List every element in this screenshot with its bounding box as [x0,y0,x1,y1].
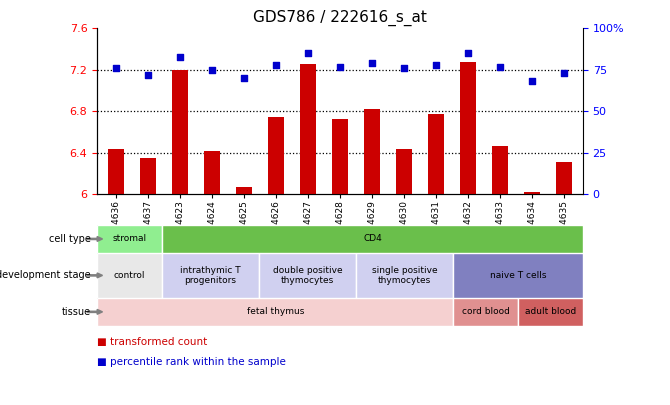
Bar [428,115,444,405]
Bar [332,119,348,405]
Bar [396,149,412,405]
Bar [518,298,583,326]
Point [558,70,569,77]
Bar [109,149,125,405]
Point [175,53,186,60]
Bar [460,62,476,405]
Point [111,65,122,71]
Bar [454,253,583,298]
Bar [162,253,259,298]
Text: tissue: tissue [62,307,90,317]
Text: adult blood: adult blood [525,307,576,316]
Bar [172,70,188,405]
Point [431,62,442,68]
Point [143,72,153,78]
Point [334,63,346,70]
Text: CD4: CD4 [363,234,382,243]
Point [366,60,377,66]
Text: fetal thymus: fetal thymus [247,307,304,316]
Bar [97,298,454,326]
Bar [524,192,540,405]
Bar [97,225,162,253]
Bar [162,225,583,253]
Bar [300,64,316,405]
Bar [555,162,572,405]
Bar [259,253,356,298]
Point [399,65,409,71]
Text: development stage: development stage [0,271,90,280]
Text: ■ transformed count: ■ transformed count [97,337,208,347]
Text: cell type: cell type [48,234,90,244]
Text: stromal: stromal [113,234,147,243]
Bar [97,253,162,298]
Point [494,63,505,70]
Text: intrathymic T
progenitors: intrathymic T progenitors [180,266,241,285]
Point [462,50,473,56]
Point [239,75,249,81]
Title: GDS786 / 222616_s_at: GDS786 / 222616_s_at [253,9,427,26]
Text: naive T cells: naive T cells [490,271,546,280]
Text: control: control [114,271,145,280]
Bar [268,117,284,405]
Bar [356,253,454,298]
Point [271,62,281,68]
Point [207,66,218,73]
Bar [236,187,252,405]
Bar [492,146,508,405]
Text: double positive
thymocytes: double positive thymocytes [273,266,342,285]
Text: ■ percentile rank within the sample: ■ percentile rank within the sample [97,358,286,367]
Text: single positive
thymocytes: single positive thymocytes [372,266,438,285]
Text: cord blood: cord blood [462,307,510,316]
Bar [204,151,220,405]
Bar [140,158,156,405]
Point [303,50,314,56]
Point [527,78,537,85]
Bar [454,298,518,326]
Bar [364,109,380,405]
